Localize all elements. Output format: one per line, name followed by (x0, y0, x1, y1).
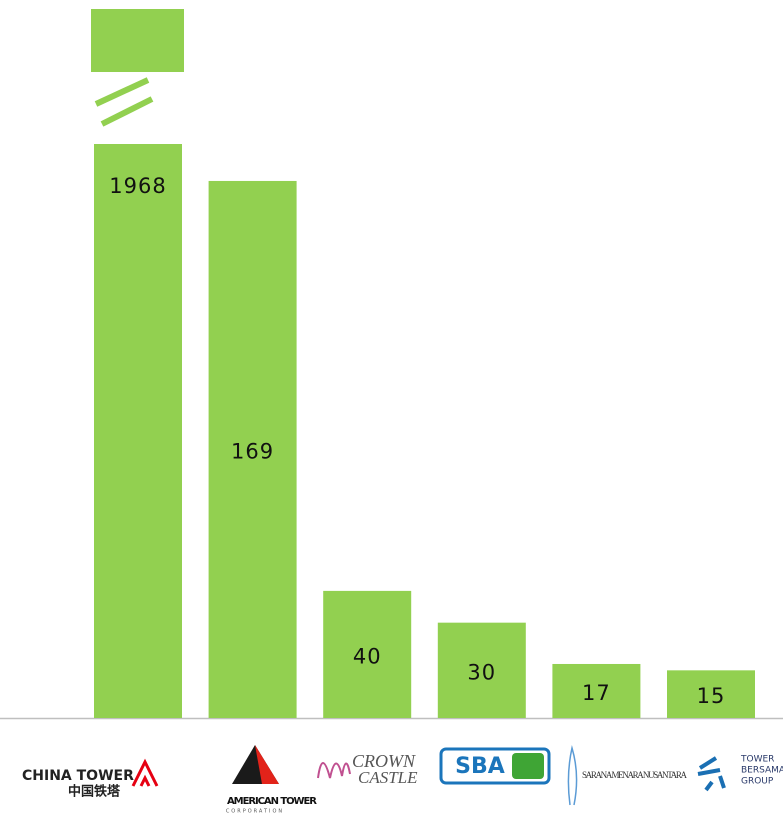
bar (437, 622, 526, 718)
value-label: 1968 (109, 174, 166, 198)
bar-break-top (91, 9, 184, 72)
logo-text: CROWN (352, 751, 416, 771)
logo-icon (255, 745, 279, 784)
logo-icon (567, 745, 578, 806)
value-label: 17 (582, 681, 611, 705)
value-label: 169 (231, 439, 274, 463)
logo-text: AMERICAN TOWER (227, 796, 317, 807)
break-slash (94, 77, 150, 107)
value-label: 40 (353, 644, 382, 668)
logo-text: BERSAMA (741, 766, 783, 776)
bar (552, 663, 641, 718)
break-slash (100, 96, 154, 127)
value-label: 30 (467, 660, 496, 684)
bar (667, 670, 755, 718)
bar (323, 590, 412, 718)
logo-text: GROUP (741, 777, 774, 787)
logo-icon (131, 758, 159, 787)
bar (94, 144, 182, 718)
value-label: 15 (697, 684, 726, 708)
logo-text: CHINA TOWER (22, 768, 134, 784)
logo-text: 中国铁塔 (68, 784, 121, 800)
logo-text: SARANA MENARA NUSANTARA (582, 770, 688, 780)
logo-icon (697, 756, 726, 792)
logo-icon (512, 753, 544, 779)
logo-text: CASTLE (358, 768, 418, 787)
bar (208, 180, 297, 718)
logo-text: CORPORATION (226, 809, 284, 815)
logo-text: SBA (455, 754, 505, 779)
logo-icon (317, 762, 351, 779)
logo-text: TOWER (740, 755, 774, 765)
